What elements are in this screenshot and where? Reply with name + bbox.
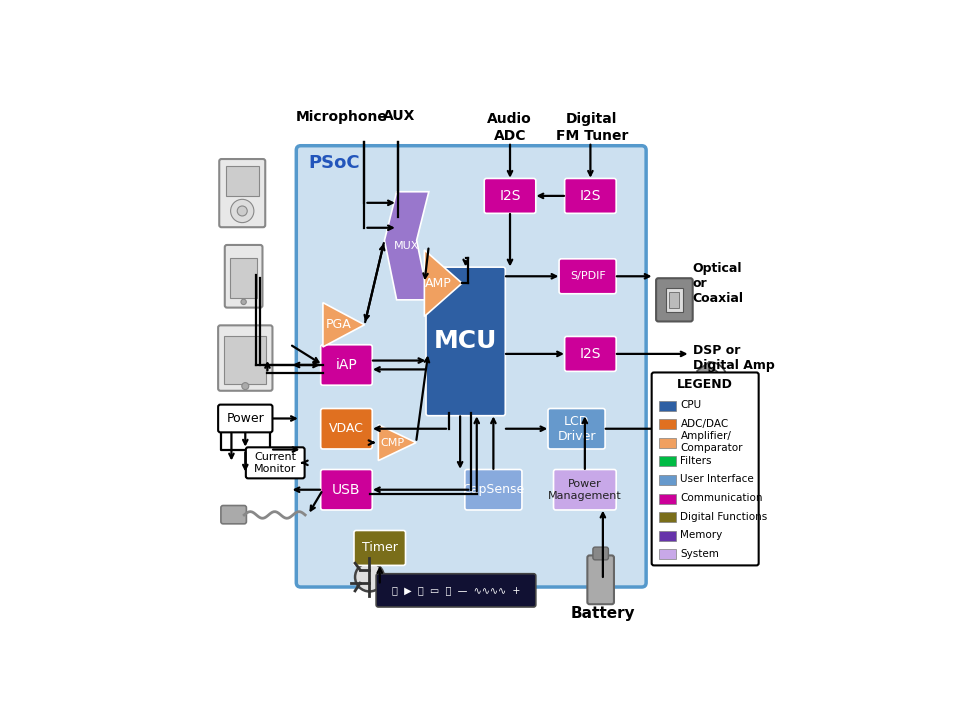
FancyBboxPatch shape: [656, 278, 693, 321]
Circle shape: [230, 199, 253, 222]
FancyBboxPatch shape: [321, 469, 372, 510]
Bar: [230, 258, 257, 298]
Circle shape: [242, 382, 249, 390]
Text: CPU: CPU: [681, 400, 702, 410]
Text: PGA: PGA: [325, 318, 351, 331]
FancyBboxPatch shape: [218, 405, 273, 432]
Text: ADC/DAC: ADC/DAC: [681, 418, 729, 428]
Text: Timer: Timer: [362, 541, 397, 554]
Polygon shape: [323, 302, 365, 347]
Text: System: System: [681, 549, 719, 559]
FancyBboxPatch shape: [354, 531, 405, 565]
FancyBboxPatch shape: [426, 267, 505, 415]
FancyBboxPatch shape: [564, 336, 616, 372]
Text: Optical
or
Coaxial: Optical or Coaxial: [693, 261, 744, 305]
FancyBboxPatch shape: [225, 245, 262, 307]
Text: VDAC: VDAC: [329, 422, 364, 436]
Text: CapSense: CapSense: [463, 483, 524, 496]
Bar: [660, 400, 676, 410]
Text: I2S: I2S: [580, 347, 601, 361]
Bar: [226, 166, 259, 197]
Circle shape: [237, 206, 248, 216]
FancyBboxPatch shape: [667, 407, 713, 444]
Text: Current
Monitor: Current Monitor: [254, 452, 297, 474]
Bar: [669, 292, 680, 308]
FancyBboxPatch shape: [588, 555, 614, 604]
FancyBboxPatch shape: [593, 547, 609, 560]
Bar: [660, 475, 676, 485]
Text: User Interface: User Interface: [681, 474, 755, 485]
FancyBboxPatch shape: [321, 408, 372, 449]
Text: MCU: MCU: [434, 330, 497, 354]
Text: S/PDIF: S/PDIF: [569, 271, 606, 282]
Polygon shape: [424, 250, 462, 317]
FancyBboxPatch shape: [559, 258, 616, 294]
Bar: [660, 419, 676, 429]
Bar: [660, 531, 676, 541]
FancyBboxPatch shape: [376, 574, 536, 607]
FancyBboxPatch shape: [297, 145, 646, 587]
Text: Audio
ADC: Audio ADC: [488, 112, 532, 143]
Bar: [665, 288, 684, 312]
Circle shape: [241, 300, 247, 305]
Text: Memory: Memory: [681, 530, 723, 540]
Text: Amplifier/
Comparator: Amplifier/ Comparator: [681, 431, 743, 453]
Bar: [660, 438, 676, 448]
Text: Microphone: Microphone: [296, 109, 387, 124]
FancyBboxPatch shape: [221, 505, 247, 524]
Text: Digital
FM Tuner: Digital FM Tuner: [556, 112, 628, 143]
FancyBboxPatch shape: [219, 159, 265, 228]
Text: Digital Functions: Digital Functions: [681, 512, 768, 522]
FancyBboxPatch shape: [321, 345, 372, 385]
Text: USB: USB: [332, 482, 361, 497]
Text: Power
Management: Power Management: [548, 479, 622, 500]
Bar: [660, 512, 676, 522]
Polygon shape: [384, 192, 429, 300]
Text: Filters: Filters: [681, 456, 712, 466]
FancyBboxPatch shape: [652, 372, 758, 565]
Text: LEGEND: LEGEND: [677, 378, 733, 391]
Bar: [660, 494, 676, 503]
Text: ⏮  ▶  ⏸  ▭  ⏭  —  ∿∿∿∿  +: ⏮ ▶ ⏸ ▭ ⏭ — ∿∿∿∿ +: [392, 585, 520, 595]
Text: CMP: CMP: [380, 438, 405, 448]
Text: LCD
Driver: LCD Driver: [558, 415, 596, 443]
Polygon shape: [697, 362, 709, 397]
Text: AUX: AUX: [383, 109, 416, 122]
Text: DSP or
Digital Amp: DSP or Digital Amp: [693, 344, 775, 372]
FancyBboxPatch shape: [218, 325, 273, 391]
Text: AMP: AMP: [425, 276, 452, 289]
FancyBboxPatch shape: [554, 469, 616, 510]
Text: I2S: I2S: [580, 189, 601, 203]
Text: MUX: MUX: [394, 240, 420, 251]
Bar: [225, 336, 266, 384]
Text: PSoC: PSoC: [308, 155, 360, 173]
Text: I2S: I2S: [499, 189, 520, 203]
Text: Communication: Communication: [681, 493, 763, 503]
Bar: [660, 456, 676, 467]
Text: Battery: Battery: [570, 606, 636, 621]
Circle shape: [355, 562, 384, 591]
FancyBboxPatch shape: [484, 179, 536, 213]
Bar: [660, 549, 676, 559]
FancyBboxPatch shape: [548, 408, 605, 449]
FancyBboxPatch shape: [564, 179, 616, 213]
Text: LCD
Display: LCD Display: [664, 412, 716, 440]
Polygon shape: [378, 425, 416, 461]
Text: Power: Power: [227, 412, 264, 425]
FancyBboxPatch shape: [465, 469, 522, 510]
FancyBboxPatch shape: [246, 447, 304, 478]
Text: iAP: iAP: [336, 358, 357, 372]
